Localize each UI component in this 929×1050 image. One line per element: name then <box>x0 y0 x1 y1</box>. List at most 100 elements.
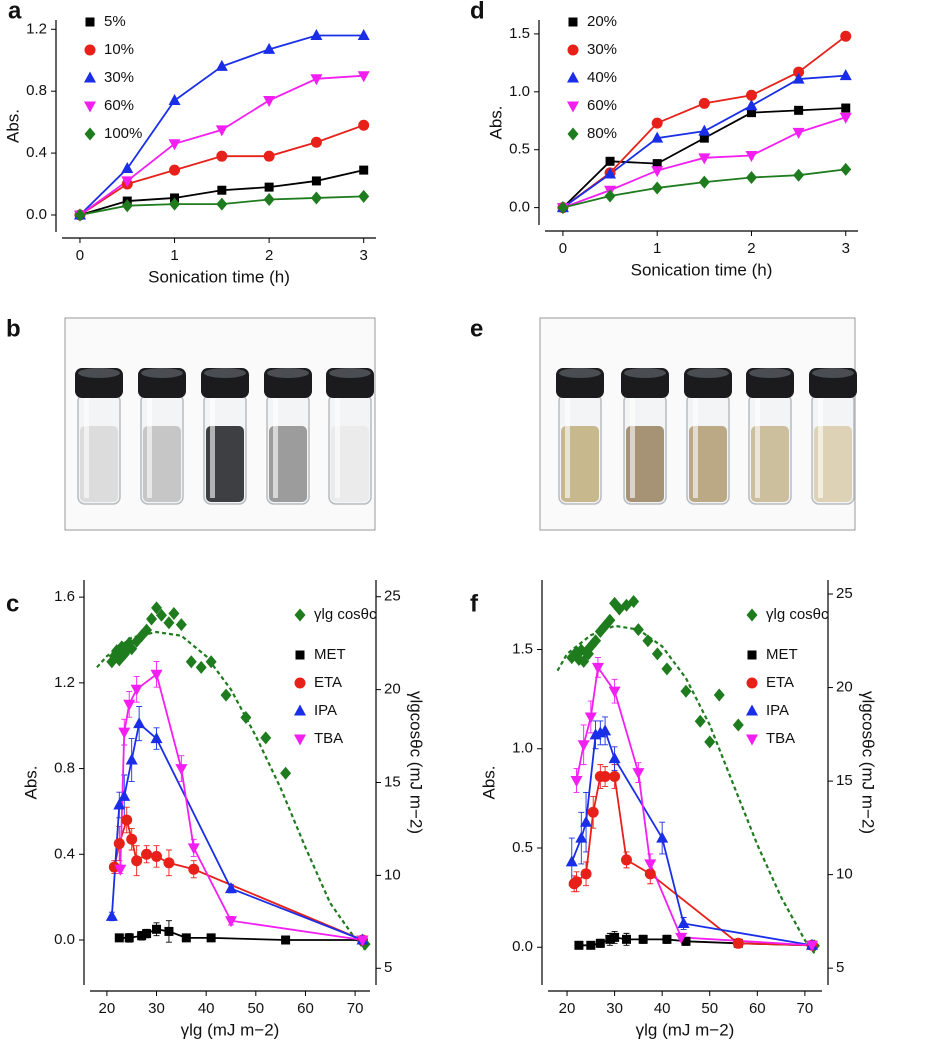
legend-marker <box>747 650 757 660</box>
y-tick-label: 0.8 <box>26 82 47 99</box>
data-point <box>155 608 167 622</box>
data-point <box>263 150 275 162</box>
data-point <box>185 655 197 669</box>
data-point <box>638 934 648 944</box>
series-line <box>573 775 813 947</box>
legend-marker <box>294 704 306 716</box>
x-tick-label: 70 <box>347 1000 364 1017</box>
legend-label: MET <box>766 646 798 663</box>
data-point <box>151 601 163 615</box>
data-point <box>604 613 616 627</box>
data-point <box>661 662 673 676</box>
data-point <box>169 164 181 176</box>
x-tick-label: 20 <box>99 1000 116 1017</box>
y2-tick-label: 15 <box>836 772 853 789</box>
legend-label: 40% <box>587 69 617 86</box>
legend-marker <box>294 608 306 622</box>
data-point <box>793 168 805 182</box>
data-point <box>175 764 188 776</box>
legend-marker <box>84 101 96 113</box>
data-point <box>216 197 228 211</box>
legend-label: γlg cosθc <box>766 606 829 623</box>
data-point <box>131 855 143 867</box>
y-axis-label: Abs. <box>479 765 498 799</box>
data-point <box>311 176 321 186</box>
legend-marker <box>567 101 579 113</box>
data-point <box>651 131 664 143</box>
y-tick-label: 0.0 <box>509 199 530 216</box>
data-point <box>310 28 323 40</box>
legend-label: IPA <box>314 702 337 719</box>
panel-label: e <box>470 315 483 342</box>
data-point <box>652 159 662 169</box>
data-point <box>121 199 133 213</box>
legend-marker <box>295 650 305 660</box>
legend-marker <box>84 44 96 56</box>
data-point <box>142 929 152 939</box>
data-point <box>732 718 744 732</box>
data-point <box>604 189 616 203</box>
legend-marker <box>568 17 578 27</box>
data-point <box>260 731 272 745</box>
data-point <box>680 684 692 698</box>
data-point <box>651 647 663 661</box>
data-point <box>704 735 716 749</box>
data-point <box>599 724 612 736</box>
photo-e: e <box>470 315 858 531</box>
legend-label: 20% <box>587 13 617 30</box>
data-point <box>356 935 369 947</box>
legend-label: 80% <box>587 125 617 142</box>
x-tick-label: 3 <box>360 247 368 264</box>
y-tick-label: 1.5 <box>512 640 533 657</box>
data-point <box>358 119 370 131</box>
legend-label: TBA <box>766 730 795 747</box>
data-point <box>310 136 322 148</box>
legend-marker <box>294 734 306 746</box>
data-point <box>732 937 744 949</box>
data-point <box>571 876 583 888</box>
y2-tick-label: 15 <box>384 773 401 790</box>
data-point <box>580 868 592 880</box>
y-tick-label: 1.0 <box>509 83 530 100</box>
y-tick-label: 1.2 <box>26 20 47 37</box>
data-point <box>698 175 710 189</box>
data-point <box>357 28 370 40</box>
data-point <box>181 933 191 943</box>
x-tick-label: 70 <box>797 1000 814 1017</box>
data-point <box>806 940 819 952</box>
legend-label: 60% <box>587 97 617 114</box>
panel-label: f <box>470 590 479 617</box>
data-point <box>168 139 181 151</box>
data-point <box>840 162 852 176</box>
panel-label: b <box>6 315 21 342</box>
legend-label: 10% <box>104 41 134 58</box>
data-point <box>216 150 228 162</box>
data-point <box>357 71 370 83</box>
data-point <box>745 99 758 111</box>
chart-panel: d 0.0 0.5 1.0 1.5 0 1 2 3 Sonication time (h) Abs.… <box>470 0 858 279</box>
data-point <box>118 647 130 661</box>
data-point <box>580 815 593 827</box>
data-point <box>206 933 216 943</box>
data-point <box>217 185 227 195</box>
legend-marker <box>567 44 579 56</box>
data-point <box>575 831 588 843</box>
y-tick-label: 0.4 <box>54 845 75 862</box>
legend-label: 100% <box>104 125 142 142</box>
y-tick-label: 0.0 <box>54 931 75 948</box>
data-point <box>651 166 664 178</box>
x-tick-label: 1 <box>170 247 178 264</box>
data-point <box>565 855 578 867</box>
data-point <box>745 89 757 101</box>
data-point <box>175 618 187 632</box>
data-point <box>587 806 599 818</box>
data-point <box>281 935 291 945</box>
legend-marker <box>294 677 306 689</box>
data-point <box>123 699 136 711</box>
legend-label: 30% <box>104 69 134 86</box>
data-point <box>152 924 162 934</box>
data-point <box>656 831 669 843</box>
data-point <box>168 93 181 105</box>
x-axis-label: γlg (mJ m−2) <box>636 1020 735 1039</box>
